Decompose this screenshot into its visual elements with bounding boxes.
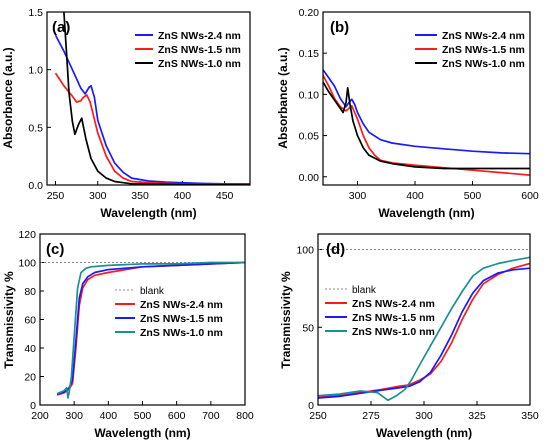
y-axis-label: Absorbance (a.u.): [1, 47, 15, 148]
x-tick-label: 700: [202, 410, 220, 422]
plot-frame: [46, 11, 251, 186]
y-tick-label: 0.20: [299, 7, 320, 19]
y-tick-label: 20: [24, 372, 36, 384]
x-tick-label: 600: [521, 190, 539, 202]
y-tick-label: 1.5: [28, 7, 43, 19]
y-tick-label: 0.05: [299, 131, 320, 143]
series-line-3: [63, 12, 250, 185]
legend-label: ZnS NWs-1.0 nm: [352, 326, 435, 338]
y-tick-label: 0: [308, 400, 314, 412]
legend-label: blank: [140, 286, 165, 297]
plot-area: [40, 261, 245, 399]
x-tick-label: 275: [362, 410, 380, 422]
legend-label: blank: [352, 285, 377, 296]
x-tick-label: 400: [100, 410, 118, 422]
x-axis-label: Wavelength (nm): [100, 206, 196, 220]
y-axis-label: Transmissivity %: [2, 271, 16, 369]
legend-label: ZnS NWs-1.5 nm: [140, 313, 223, 325]
series-line-4: [56, 261, 245, 399]
legend-label: ZnS NWs-1.5 nm: [352, 312, 435, 324]
x-tick-label: 300: [349, 190, 367, 202]
y-tick-label: 40: [24, 343, 36, 355]
x-tick-label: 800: [236, 410, 254, 422]
y-tick-label: 0.10: [299, 89, 320, 101]
x-tick-label: 200: [31, 410, 49, 422]
x-axis-label: Wavelength (nm): [376, 426, 472, 440]
x-tick-label: 300: [65, 410, 83, 422]
series-line-2: [54, 72, 250, 185]
y-tick-label: 0.15: [299, 48, 320, 60]
y-tick-label: 0.5: [28, 122, 43, 134]
y-tick-label: 0.0: [28, 180, 43, 192]
plot-frame: [317, 233, 531, 406]
chart-panel-2: 300 400 500 600 0.00 0.05 0.10 0.15 0.20 (b) Wavel…: [276, 7, 539, 220]
legend-label: ZnS NWs-1.5 nm: [442, 44, 525, 56]
series-line-4: [318, 256, 530, 402]
x-axis-label: Wavelength (nm): [378, 206, 474, 220]
plot-area: [54, 12, 250, 185]
x-tick-label: 325: [468, 410, 486, 422]
chart-panel-4: 250 275 300 325 350 0 50 100 (d) Wavelength (nm) T…: [279, 233, 539, 440]
y-tick-label: 1.0: [28, 65, 43, 77]
x-axis-label: Wavelength (nm): [94, 426, 190, 440]
y-tick-label: 0: [30, 400, 36, 412]
y-tick-label: 100: [296, 245, 314, 257]
series-line-3: [323, 81, 530, 170]
legend-label: ZnS NWs-1.0 nm: [158, 58, 241, 70]
legend-label: ZnS NWs-2.4 nm: [352, 298, 435, 310]
legend-label: ZnS NWs-2.4 nm: [158, 30, 241, 42]
plot-area: [318, 249, 530, 402]
x-tick-label: 500: [464, 190, 482, 202]
plot-area: [323, 69, 530, 176]
y-tick-label: 80: [24, 286, 36, 298]
x-tick-label: 400: [406, 190, 424, 202]
legend-label: ZnS NWs-1.0 nm: [140, 327, 223, 339]
chart-panel-3: 200 300 400 500 600 700 800 0 20 40 60 80 100 120 (c) W…: [2, 229, 254, 440]
legend-label: ZnS NWs-2.4 nm: [442, 30, 525, 42]
x-tick-label: 450: [216, 190, 234, 202]
y-tick-label: 100: [18, 258, 36, 270]
series-line-1: [54, 34, 250, 185]
x-tick-label: 400: [174, 190, 192, 202]
y-axis-label: Transmissivity %: [279, 271, 293, 369]
panel-label: (b): [330, 19, 349, 36]
y-tick-label: 60: [24, 315, 36, 327]
x-tick-label: 350: [521, 410, 539, 422]
panel-label: (a): [52, 19, 70, 36]
chart-panel-1: 250 300 350 400 450 0.0 0.5 1.0 1.5 (a) Wavelength…: [1, 7, 251, 220]
x-tick-label: 250: [309, 410, 327, 422]
panel-label: (d): [326, 241, 345, 258]
x-tick-label: 250: [47, 190, 65, 202]
x-tick-label: 300: [89, 190, 107, 202]
x-tick-label: 350: [131, 190, 149, 202]
x-tick-label: 600: [168, 410, 186, 422]
y-axis-label: Absorbance (a.u.): [276, 47, 290, 148]
x-tick-label: 300: [415, 410, 433, 422]
plot-frame: [39, 233, 246, 406]
y-tick-label: 50: [302, 322, 314, 334]
y-tick-label: 0.00: [299, 172, 320, 184]
legend-label: ZnS NWs-1.5 nm: [158, 44, 241, 56]
plot-frame: [322, 11, 531, 186]
y-tick-label: 120: [18, 229, 36, 241]
panel-label: (c): [46, 241, 64, 258]
x-tick-label: 500: [134, 410, 152, 422]
series-line-1: [323, 69, 530, 155]
legend-label: ZnS NWs-2.4 nm: [140, 299, 223, 311]
legend-label: ZnS NWs-1.0 nm: [442, 58, 525, 70]
